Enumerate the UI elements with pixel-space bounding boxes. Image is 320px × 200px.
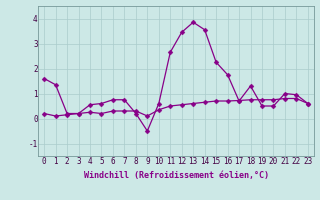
- X-axis label: Windchill (Refroidissement éolien,°C): Windchill (Refroidissement éolien,°C): [84, 171, 268, 180]
